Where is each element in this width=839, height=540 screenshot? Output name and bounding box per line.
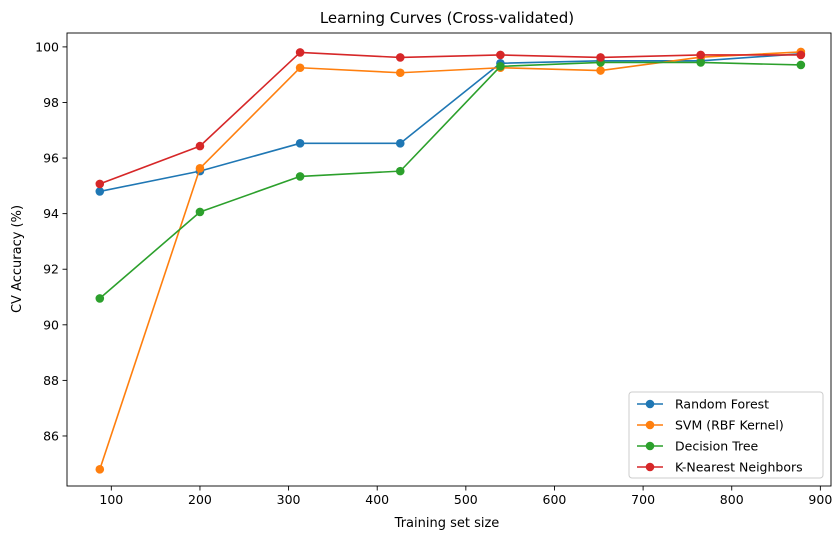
series-line-k-nearest-neighbors	[99, 51, 801, 185]
x-tick-label: 700	[631, 492, 655, 507]
data-point-svm-rbf-kernel	[596, 66, 605, 75]
legend-marker-svm-rbf-kernel	[645, 420, 655, 430]
series-decision-tree	[95, 58, 806, 303]
legend-label-svm-rbf-kernel: SVM (RBF Kernel)	[675, 418, 784, 433]
y-tick-label: 88	[43, 373, 59, 388]
data-point-k-nearest-neighbors	[295, 48, 305, 57]
x-axis-label: Training set size	[394, 516, 500, 531]
data-point-svm-rbf-kernel	[95, 465, 105, 474]
data-point-k-nearest-neighbors	[796, 50, 806, 60]
legend-label-random-forest: Random Forest	[675, 397, 769, 412]
data-point-decision-tree	[496, 62, 505, 71]
x-tick-label: 900	[808, 492, 832, 507]
x-tick-label: 600	[543, 492, 567, 507]
legend-label-decision-tree: Decision Tree	[675, 439, 759, 454]
chart-title: Learning Curves (Cross-validated)	[320, 9, 574, 27]
series-line-svm-rbf-kernel	[99, 51, 801, 470]
legend-marker-decision-tree	[645, 441, 655, 451]
data-point-svm-rbf-kernel	[195, 164, 205, 173]
data-point-random-forest	[95, 187, 105, 196]
legend-marker-random-forest	[645, 399, 655, 409]
data-point-svm-rbf-kernel	[295, 63, 305, 73]
plot-area-frame	[66, 32, 832, 487]
y-tick-label: 98	[43, 95, 59, 110]
legend-frame	[628, 391, 824, 479]
data-point-k-nearest-neighbors	[95, 179, 105, 189]
y-tick-label: 90	[43, 317, 59, 332]
x-tick-label: 500	[454, 492, 478, 507]
legend-label-k-nearest-neighbors: K-Nearest Neighbors	[675, 460, 803, 475]
y-axis-label: CV Accuracy (%)	[10, 205, 25, 313]
data-point-k-nearest-neighbors	[696, 50, 706, 60]
data-point-decision-tree	[295, 172, 305, 181]
data-point-k-nearest-neighbors	[195, 141, 205, 151]
data-point-decision-tree	[95, 294, 105, 303]
data-point-k-nearest-neighbors	[596, 53, 605, 62]
data-point-k-nearest-neighbors	[496, 50, 505, 60]
y-tick-label: 100	[35, 39, 59, 54]
legend-marker-k-nearest-neighbors	[645, 462, 655, 472]
axis-ticks: 100 200 300 400 500 600 700 800 900 86 88 90 92 94 96 9…	[35, 39, 832, 507]
data-point-random-forest	[395, 139, 405, 148]
y-tick-label: 92	[43, 262, 59, 277]
data-point-decision-tree	[796, 60, 806, 70]
y-tick-label: 96	[43, 151, 59, 166]
x-tick-label: 300	[277, 492, 301, 507]
x-tick-label: 200	[188, 492, 212, 507]
data-point-decision-tree	[395, 166, 405, 176]
y-tick-label: 94	[43, 206, 59, 221]
series-random-forest	[95, 49, 806, 196]
data-point-random-forest	[295, 139, 305, 148]
x-tick-label: 400	[365, 492, 389, 507]
series-line-decision-tree	[99, 61, 801, 300]
data-point-decision-tree	[195, 207, 205, 217]
data-point-svm-rbf-kernel	[395, 68, 405, 78]
data-point-k-nearest-neighbors	[395, 53, 405, 62]
data-point-decision-tree	[696, 58, 706, 67]
series-k-nearest-neighbors	[95, 48, 806, 189]
x-tick-label: 800	[720, 492, 744, 507]
legend: Random Forest SVM (RBF Kernel) Decision Tr…	[628, 391, 824, 479]
series-layer	[95, 47, 806, 474]
x-tick-label: 100	[99, 492, 123, 507]
y-tick-label: 86	[43, 428, 59, 443]
series-line-random-forest	[99, 53, 801, 193]
